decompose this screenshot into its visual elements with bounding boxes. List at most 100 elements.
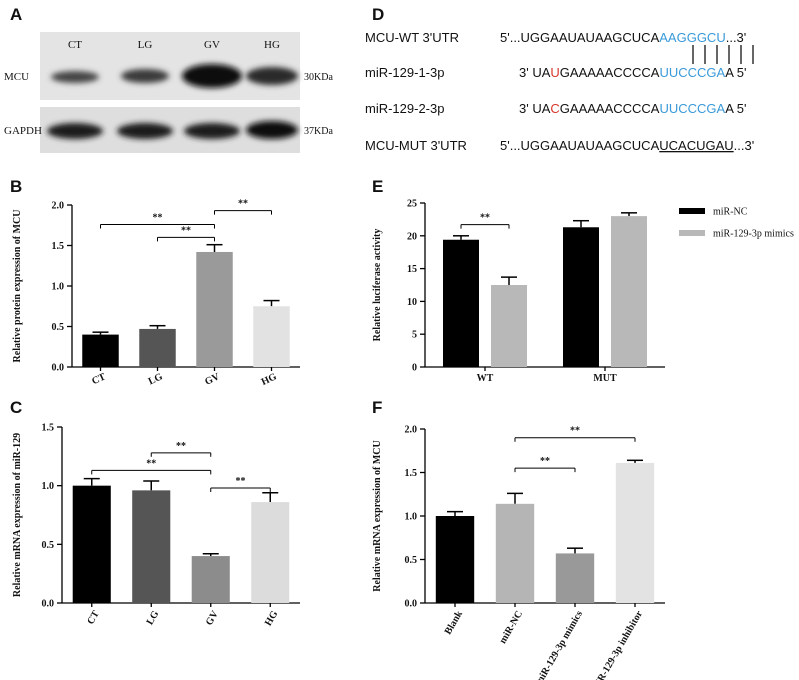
x-tick-label: CT xyxy=(85,609,102,627)
significance-label: ** xyxy=(570,426,580,437)
x-tick-label: LG xyxy=(145,609,162,627)
significance-label: ** xyxy=(238,199,248,210)
sequence-part: A 5' xyxy=(725,65,746,80)
y-axis-title: Relative mRNA expression of MCU xyxy=(372,440,383,591)
sequence-part: 5'...UGGAAUAUAAGCUCA xyxy=(500,30,660,45)
bar xyxy=(435,516,475,603)
y-tick-label: 1.0 xyxy=(42,481,55,492)
panel-letter: E xyxy=(372,177,383,196)
bar xyxy=(82,334,119,367)
y-tick-label: 0.5 xyxy=(42,540,55,551)
lane-label: GV xyxy=(204,39,220,51)
bar xyxy=(555,553,595,603)
significance-label: ** xyxy=(176,441,186,452)
legend-label: miR-129-3p mimics xyxy=(713,229,794,240)
bar xyxy=(191,556,230,603)
y-axis-title: Relative luciferase activity xyxy=(372,229,383,342)
sequence-part: U xyxy=(550,65,559,80)
legend-label: miR-NC xyxy=(713,207,748,218)
x-tick-label: GV xyxy=(204,608,221,627)
panel-letter: F xyxy=(372,398,382,417)
sequence-part: C xyxy=(550,101,559,116)
size-label: 37KDa xyxy=(304,126,333,137)
y-tick-label: 10 xyxy=(407,297,417,308)
sequence-part: 5'...UGGAAUAUAAGCUCA xyxy=(500,138,660,153)
sequence-part: GAAAAACCCCA xyxy=(560,101,660,116)
bar xyxy=(491,285,527,367)
y-tick-label: 1.5 xyxy=(52,241,65,252)
panel-letter: D xyxy=(372,5,384,24)
bar xyxy=(443,239,479,367)
significance-label: ** xyxy=(146,458,156,469)
blot-membrane xyxy=(40,32,300,100)
bar xyxy=(253,306,290,367)
sequence-part: UUCCCGA xyxy=(659,101,725,116)
sequence-part: ...3' xyxy=(726,30,747,45)
x-tick-label: HG xyxy=(260,371,279,388)
sequence-part: ...3' xyxy=(734,138,755,153)
x-tick-label: miR-129-3p mimics xyxy=(534,609,585,680)
y-tick-label: 1.0 xyxy=(405,512,418,523)
bar xyxy=(251,502,290,603)
x-tick-label: CT xyxy=(90,371,108,387)
sequence: 5'...UGGAAUAUAAGCUCAAAGGGCU...3' xyxy=(500,30,746,45)
bar xyxy=(139,328,176,367)
y-tick-label: 0.5 xyxy=(405,555,418,566)
sequence-part: UUCCCGA xyxy=(659,65,725,80)
x-tick-label: WT xyxy=(477,373,494,384)
y-tick-label: 15 xyxy=(407,264,417,275)
y-tick-label: 2.0 xyxy=(52,201,65,212)
blot-band xyxy=(51,71,99,83)
y-tick-label: 5 xyxy=(412,330,417,341)
x-tick-label: MUT xyxy=(593,373,617,384)
y-axis-title: Relative protein expression of MCU xyxy=(12,210,23,363)
blot-band xyxy=(246,67,298,85)
lane-label: HG xyxy=(264,39,280,51)
panel-letter: B xyxy=(10,177,22,196)
bar xyxy=(611,216,647,367)
significance-label: ** xyxy=(181,225,191,236)
sequence-part: GAAAAACCCCA xyxy=(560,65,660,80)
sequence-list: MCU-WT 3'UTR 5'...UGGAAUAUAAGCUCAAAGGGCU.… xyxy=(365,30,754,153)
sequence-part: A 5' xyxy=(725,101,746,116)
y-tick-label: 0.0 xyxy=(405,599,418,610)
bar xyxy=(132,490,171,603)
blot-band xyxy=(47,123,103,139)
sequence-part: 3' UA xyxy=(519,101,551,116)
sequence: 3' UACGAAAAACCCCAUUCCCGAA 5' xyxy=(519,101,747,116)
blot-band xyxy=(246,121,298,139)
legend-swatch xyxy=(679,208,705,214)
sequence-name: MCU-WT 3'UTR xyxy=(365,30,459,45)
sequence-name: miR-129-1-3p xyxy=(365,65,444,80)
y-tick-label: 20 xyxy=(407,231,417,242)
pairing-lines xyxy=(692,45,754,64)
significance-label: ** xyxy=(236,476,246,487)
y-tick-label: 0.0 xyxy=(42,599,55,610)
sequence: 5'...UGGAAUAUAAGCUCAUCACUGAU...3' xyxy=(500,138,754,153)
size-label: 30KDa xyxy=(304,72,333,83)
x-tick-label: GV xyxy=(203,371,222,388)
sequence-name: miR-129-2-3p xyxy=(365,101,444,116)
lane-label: LG xyxy=(138,39,153,51)
y-tick-label: 25 xyxy=(407,199,417,210)
bar xyxy=(615,462,655,603)
bar xyxy=(563,227,599,367)
bar xyxy=(495,503,535,603)
blot-band xyxy=(117,123,173,139)
panel-letter: A xyxy=(10,5,22,24)
sequence-part: UCACUGAU xyxy=(659,138,733,153)
significance-label: ** xyxy=(153,212,163,223)
x-tick-label: Blank xyxy=(443,609,466,637)
sequence-name: MCU-MUT 3'UTR xyxy=(365,138,467,153)
lane-label: CT xyxy=(68,39,82,51)
x-tick-label: miR-NC xyxy=(497,609,525,646)
blot-band xyxy=(184,123,240,139)
blot-band xyxy=(121,69,169,83)
significance-label: ** xyxy=(480,213,490,224)
sequence-part: AAGGGCU xyxy=(659,30,725,45)
y-tick-label: 1.5 xyxy=(42,423,55,434)
x-tick-label: LG xyxy=(147,371,165,387)
legend-swatch xyxy=(679,230,705,236)
y-axis-title: Relative mRNA expression of miR-129 xyxy=(12,433,23,597)
